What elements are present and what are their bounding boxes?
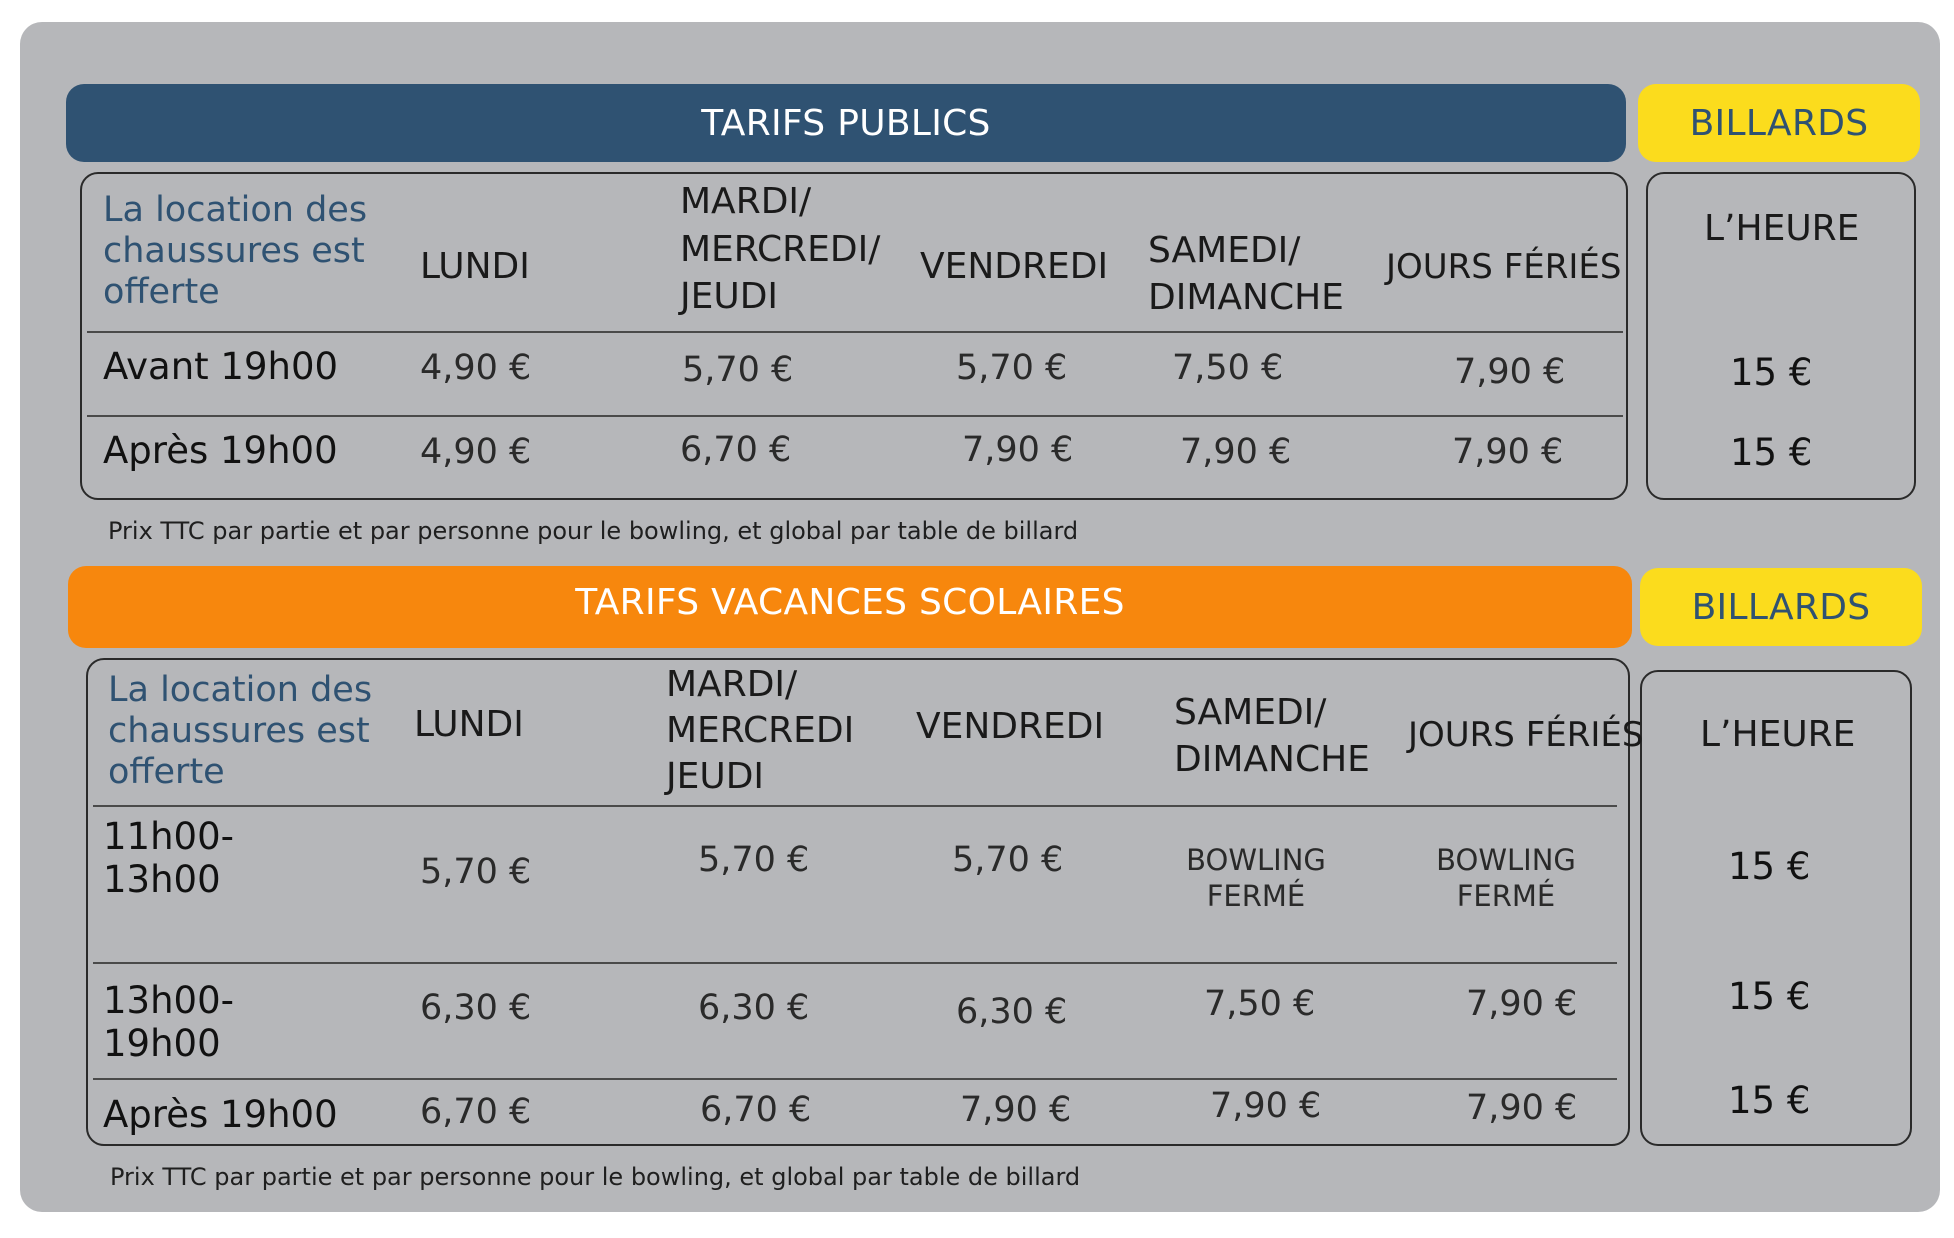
public-note-line-3: offerte bbox=[103, 271, 220, 312]
public-title-bar: TARIFS PUBLICS bbox=[66, 84, 1626, 162]
public-header-vendredi: VENDREDI bbox=[920, 246, 1109, 287]
holiday-billiards-header: L’HEURE bbox=[1700, 714, 1856, 755]
holiday-row-1-samedi-line-2: FERMÉ bbox=[1206, 879, 1306, 914]
public-row-1-billiards: 15 € bbox=[1730, 351, 1813, 394]
public-row-1-mardi: 5,70 € bbox=[682, 350, 794, 390]
holiday-note-line-2: chaussures est bbox=[108, 710, 370, 751]
public-footnote: Prix TTC par partie et par personne pour… bbox=[108, 517, 1079, 545]
public-row-2-label: Après 19h00 bbox=[103, 429, 338, 472]
holiday-row-2-lundi: 6,30 € bbox=[420, 988, 532, 1028]
holiday-row-3-samedi: 7,90 € bbox=[1210, 1086, 1322, 1126]
public-row-2-feries: 7,90 € bbox=[1452, 432, 1564, 472]
public-billiards-table bbox=[1646, 172, 1916, 500]
holiday-header-feries: JOURS FÉRIÉS bbox=[1408, 715, 1644, 755]
holiday-row-1-samedi-line-1: BOWLING bbox=[1186, 843, 1326, 877]
holiday-row-3-vendredi: 7,90 € bbox=[960, 1090, 1072, 1130]
holiday-title-bar: TARIFS VACANCES SCOLAIRES bbox=[68, 566, 1632, 648]
holiday-row-1-mardi: 5,70 € bbox=[698, 840, 810, 880]
public-billiards-header: L’HEURE bbox=[1704, 208, 1860, 249]
public-row-2-vendredi: 7,90 € bbox=[962, 430, 1074, 470]
holiday-billiards-title: BILLARDS bbox=[1691, 586, 1871, 628]
holiday-header-mardi: MARDI/ MERCREDI JEUDI bbox=[666, 662, 854, 800]
holiday-note-line-3: offerte bbox=[108, 751, 225, 792]
holiday-row-3-label: Après 19h00 bbox=[103, 1093, 338, 1136]
holiday-row-3-lundi: 6,70 € bbox=[420, 1092, 532, 1132]
public-row-2-billiards: 15 € bbox=[1730, 431, 1813, 474]
holiday-billiards-table bbox=[1640, 670, 1912, 1146]
holiday-row-3-feries: 7,90 € bbox=[1466, 1088, 1578, 1128]
public-header-samedi-line-2: DIMANCHE bbox=[1148, 276, 1344, 318]
holiday-header-samedi-line-1: SAMEDI/ bbox=[1174, 692, 1327, 733]
holiday-footnote: Prix TTC par partie et par personne pour… bbox=[110, 1163, 1081, 1191]
holiday-row-1-label-line-2: 13h00 bbox=[103, 857, 221, 901]
public-header-mardi-line-2: MERCREDI/ bbox=[680, 228, 881, 270]
public-row-2-samedi: 7,90 € bbox=[1180, 432, 1292, 472]
holiday-row-1-vendredi: 5,70 € bbox=[952, 840, 1064, 880]
holiday-header-vendredi: VENDREDI bbox=[916, 706, 1105, 747]
holiday-header-lundi: LUNDI bbox=[414, 704, 524, 745]
holiday-shoes-note: La location des chaussures est offerte bbox=[108, 670, 372, 793]
public-shoes-note: La location des chaussures est offerte bbox=[103, 190, 367, 313]
public-table bbox=[80, 172, 1628, 500]
public-row-1-lundi: 4,90 € bbox=[420, 348, 532, 388]
public-note-line-1: La location des bbox=[103, 190, 368, 230]
public-header-mardi-line-3: JEUDI bbox=[680, 276, 779, 318]
holiday-header-divider bbox=[93, 805, 1617, 807]
holiday-header-samedi: SAMEDI/ DIMANCHE bbox=[1174, 690, 1370, 784]
public-header-samedi-line-1: SAMEDI/ bbox=[1148, 230, 1301, 271]
public-row-1-samedi: 7,50 € bbox=[1172, 348, 1284, 388]
holiday-row-2-label-line-1: 13h00- bbox=[103, 979, 234, 1022]
public-billiards-bar: BILLARDS bbox=[1638, 84, 1920, 162]
public-header-divider bbox=[87, 331, 1623, 333]
holiday-row-2-billiards: 15 € bbox=[1728, 975, 1811, 1018]
public-row-1-label: Avant 19h00 bbox=[103, 345, 339, 388]
holiday-row-3-mardi: 6,70 € bbox=[700, 1090, 812, 1130]
public-note-line-2: chaussures est bbox=[103, 230, 365, 271]
holiday-row-1-label: 11h00- 13h00 bbox=[103, 815, 234, 901]
holiday-title: TARIFS VACANCES SCOLAIRES bbox=[575, 582, 1125, 623]
holiday-row-1-samedi: BOWLING FERMÉ bbox=[1174, 842, 1338, 915]
public-header-samedi: SAMEDI/ DIMANCHE bbox=[1148, 228, 1344, 322]
public-header-lundi: LUNDI bbox=[420, 246, 530, 287]
holiday-row-1-billiards: 15 € bbox=[1728, 845, 1811, 888]
holiday-row-1-feries-line-1: BOWLING bbox=[1436, 843, 1576, 877]
holiday-billiards-bar: BILLARDS bbox=[1640, 568, 1922, 646]
holiday-row-1-label-line-1: 11h00- bbox=[103, 815, 234, 858]
holiday-row-3-billiards: 15 € bbox=[1728, 1079, 1811, 1122]
holiday-row-divider-1 bbox=[93, 962, 1617, 964]
holiday-row-2-label: 13h00- 19h00 bbox=[103, 979, 234, 1065]
public-row-2-lundi: 4,90 € bbox=[420, 432, 532, 472]
holiday-row-2-feries: 7,90 € bbox=[1466, 984, 1578, 1024]
holiday-header-mardi-line-3: JEUDI bbox=[666, 756, 765, 798]
holiday-row-2-label-line-2: 19h00 bbox=[103, 1021, 221, 1065]
holiday-note-line-1: La location des bbox=[108, 670, 373, 710]
holiday-row-2-vendredi: 6,30 € bbox=[956, 992, 1068, 1032]
holiday-row-2-mardi: 6,30 € bbox=[698, 988, 810, 1028]
public-row-2-mardi: 6,70 € bbox=[680, 430, 792, 470]
holiday-header-mardi-line-1: MARDI/ bbox=[666, 664, 798, 705]
public-title: TARIFS PUBLICS bbox=[701, 102, 991, 144]
holiday-row-1-lundi: 5,70 € bbox=[420, 852, 532, 892]
holiday-row-2-samedi: 7,50 € bbox=[1204, 984, 1316, 1024]
public-header-mardi: MARDI/ MERCREDI/ JEUDI bbox=[680, 178, 880, 321]
holiday-row-1-feries-line-2: FERMÉ bbox=[1456, 879, 1556, 914]
public-row-1-vendredi: 5,70 € bbox=[956, 348, 1068, 388]
public-header-feries: JOURS FÉRIÉS bbox=[1386, 247, 1622, 287]
public-row-divider bbox=[87, 415, 1623, 417]
holiday-header-mardi-line-2: MERCREDI bbox=[666, 710, 855, 752]
public-billiards-title: BILLARDS bbox=[1689, 102, 1869, 144]
public-header-mardi-line-1: MARDI/ bbox=[680, 181, 812, 222]
holiday-row-divider-2 bbox=[93, 1078, 1617, 1080]
holiday-table bbox=[86, 658, 1630, 1146]
public-row-1-feries: 7,90 € bbox=[1454, 352, 1566, 392]
holiday-header-samedi-line-2: DIMANCHE bbox=[1174, 738, 1370, 780]
holiday-row-1-feries: BOWLING FERMÉ bbox=[1424, 842, 1588, 915]
